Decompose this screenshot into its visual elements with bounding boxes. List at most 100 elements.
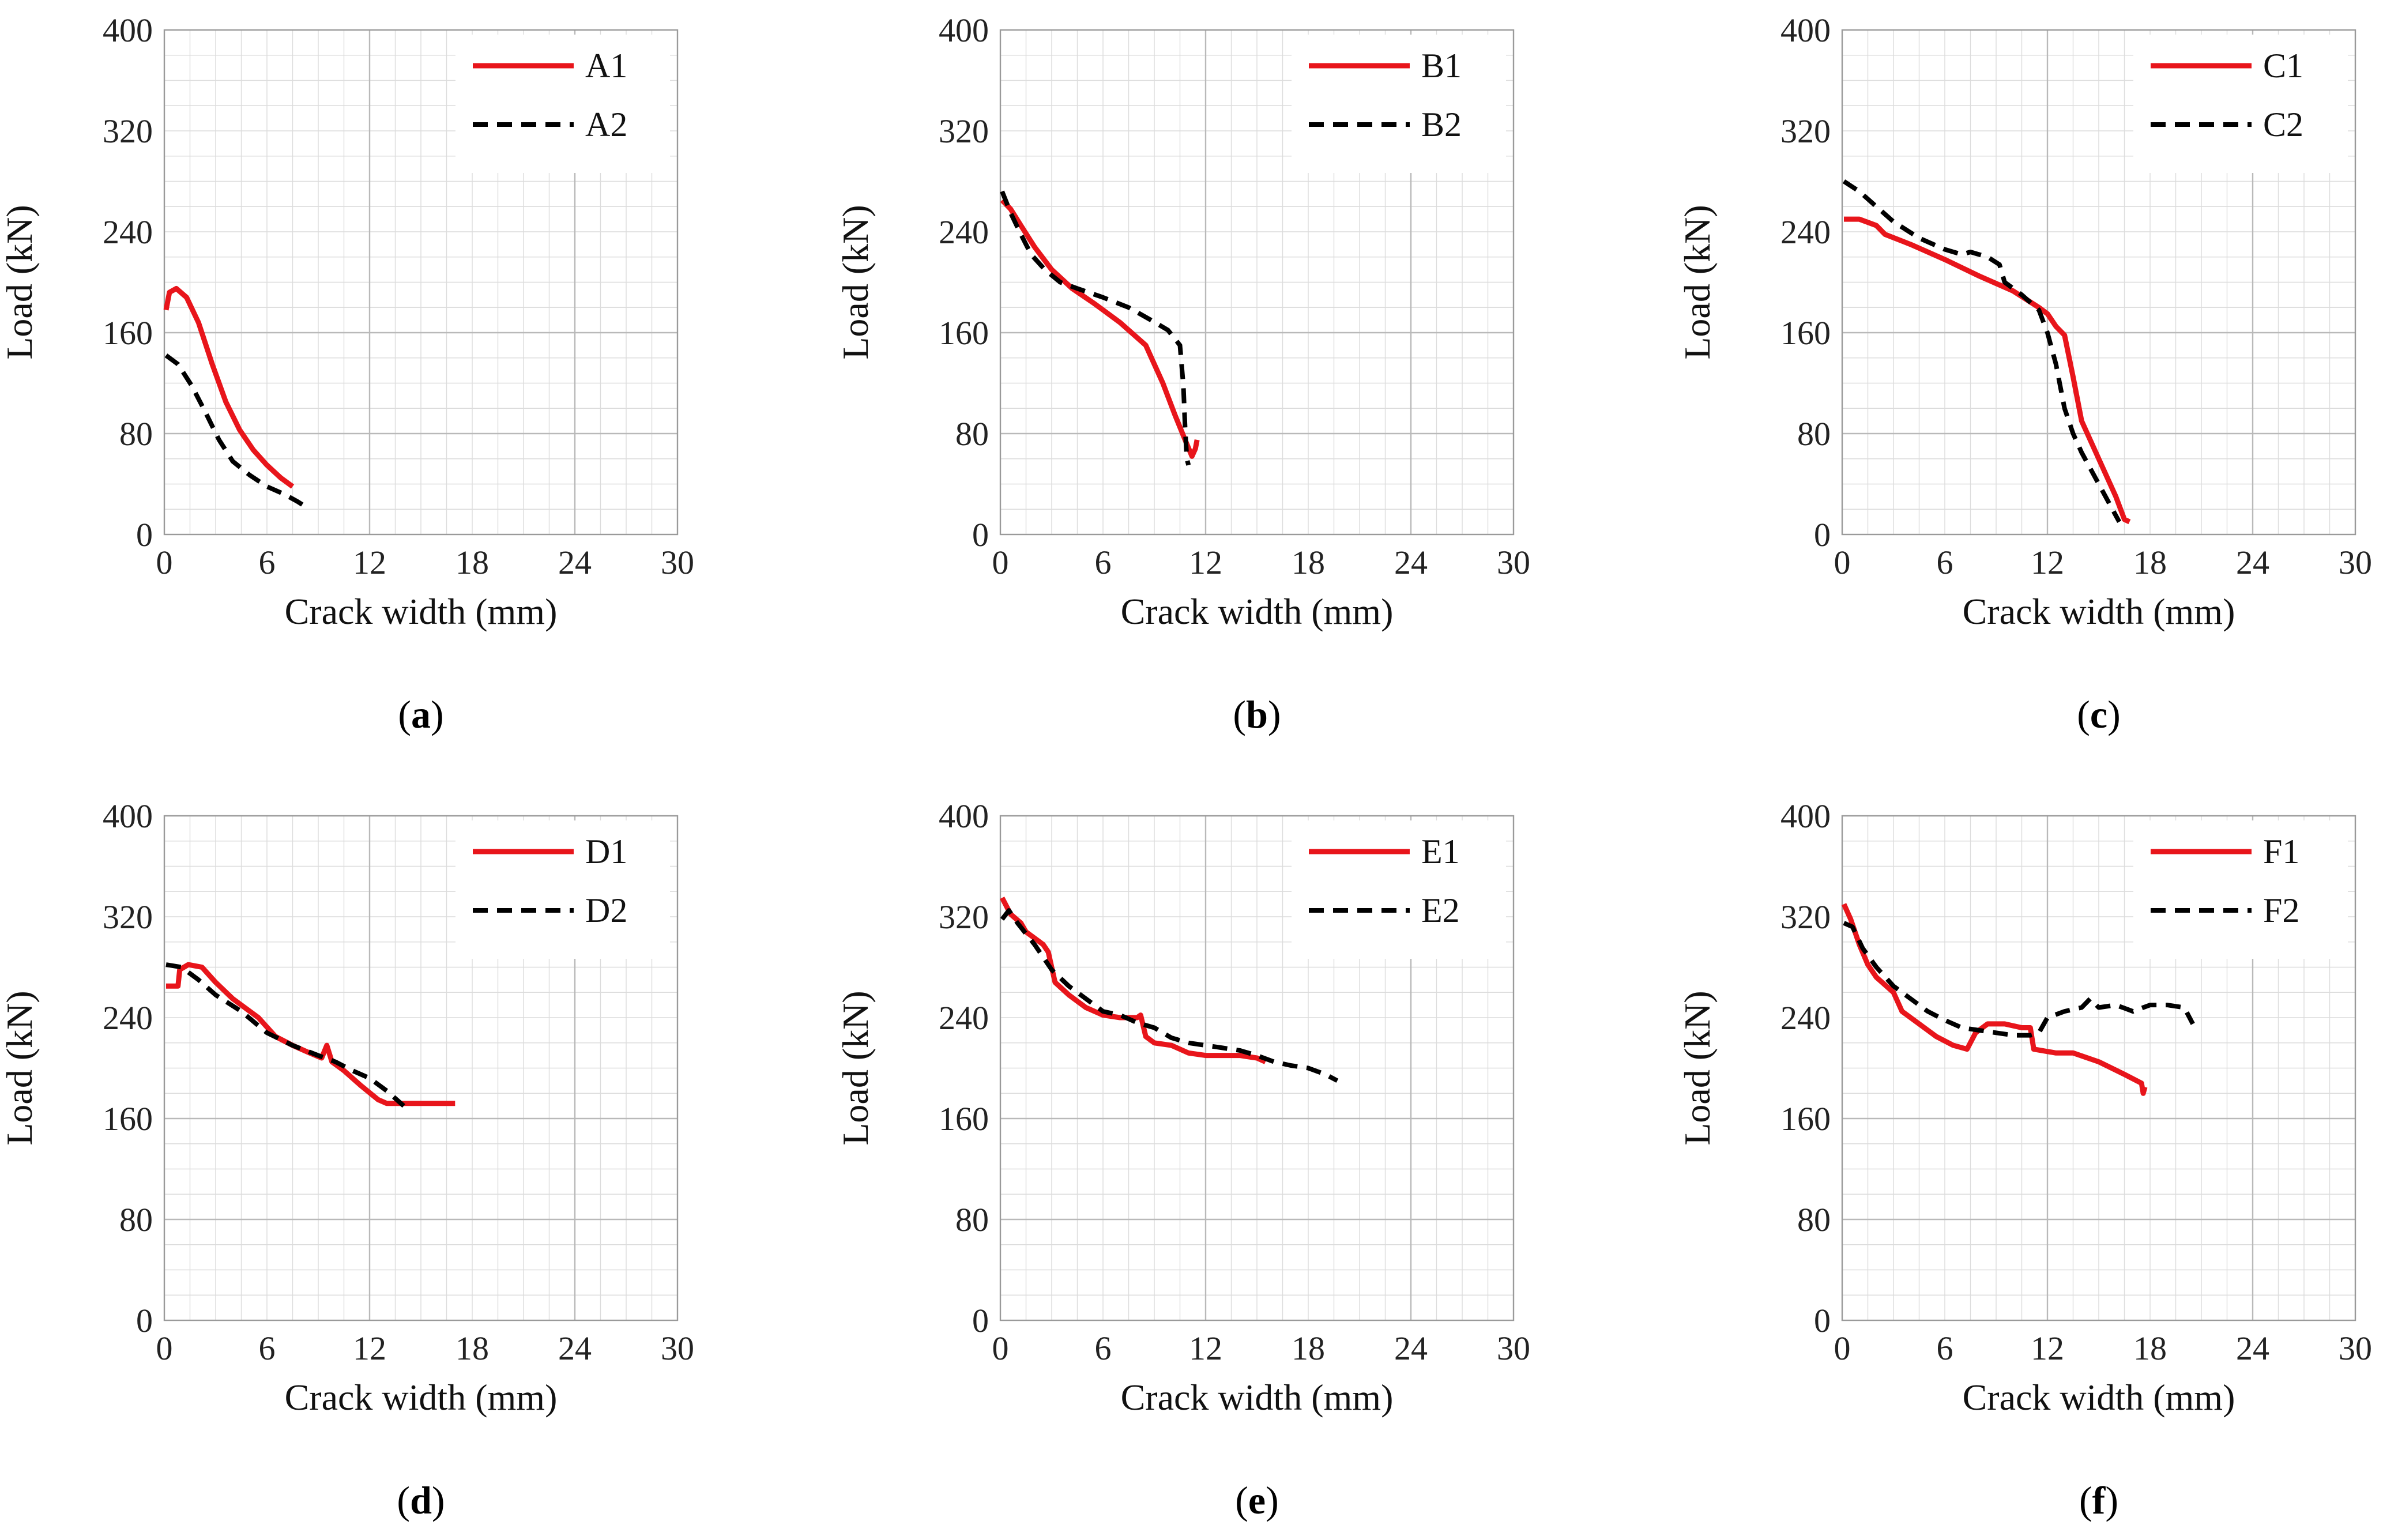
chart-e-tick-labels: 0 6 12 18 24 30 0 80 160 240 320 400 [939,797,1530,1367]
x-tick-label: 0 [156,1330,173,1367]
x-tick-label: 24 [2236,544,2269,581]
chart-d-y-axis-label: Load (kN) [0,991,40,1145]
legend-label-A2: A2 [585,106,627,144]
chart-f-legend: F1 F2 [2133,820,2348,959]
y-tick-label: 320 [1780,112,1831,150]
x-tick-label: 0 [1834,544,1851,581]
chart-e-legend: E1 E2 [1292,820,1506,959]
legend-background [455,820,670,959]
legend-label-E2: E2 [1421,891,1460,929]
y-tick-label: 320 [1780,898,1831,936]
x-tick-label: 24 [2236,1330,2269,1367]
y-tick-label: 80 [1797,415,1831,453]
y-tick-label: 160 [103,314,153,352]
chart-d-tick-labels: 0 6 12 18 24 30 0 80 160 240 320 400 [103,797,694,1367]
legend-label-E1: E1 [1421,833,1460,871]
y-tick-label: 240 [939,213,989,251]
y-tick-label: 80 [119,415,153,453]
legend-label-B1: B1 [1421,47,1462,85]
x-tick-label: 30 [1497,544,1530,581]
chart-d-plot-frame [163,815,679,1321]
chart-e-major-grid [1000,816,1514,1320]
chart-b-tick-labels: 0 6 12 18 24 30 0 80 160 240 320 400 [939,12,1530,581]
legend-background [455,35,670,173]
chart-b-plot-frame [999,29,1515,536]
chart-a-tick-labels: 0 6 12 18 24 30 0 80 160 240 320 400 [103,12,694,581]
x-tick-label: 12 [2031,1330,2064,1367]
legend-background [2133,820,2348,959]
y-tick-label: 240 [1780,999,1831,1037]
y-tick-label: 400 [103,12,153,49]
y-tick-label: 0 [972,516,989,554]
x-tick-label: 0 [992,1330,1009,1367]
x-tick-label: 12 [1189,1330,1222,1367]
chart-c: 0 6 12 18 24 30 0 80 160 240 320 400 Crack width (mm… [1677,12,2372,736]
x-tick-label: 0 [992,544,1009,581]
x-tick-label: 24 [558,1330,592,1367]
legend-label-F1: F1 [2263,833,2299,871]
chart-a-panel-label: (a) [398,692,443,736]
chart-d-x-axis-label: Crack width (mm) [285,1377,558,1418]
x-tick-label: 30 [2339,1330,2372,1367]
x-tick-label: 30 [661,544,694,581]
y-tick-label: 160 [1780,1100,1831,1138]
x-tick-label: 24 [558,544,592,581]
legend-background [1292,35,1506,173]
x-tick-label: 18 [1292,544,1325,581]
chart-b-legend: B1 B2 [1292,35,1506,173]
legend-label-B2: B2 [1421,106,1462,144]
y-tick-label: 240 [939,999,989,1037]
chart-c-legend: C1 C2 [2133,35,2348,173]
chart-e: 0 6 12 18 24 30 0 80 160 240 320 400 Crack width (mm… [835,797,1530,1522]
chart-c-panel-label: (c) [2077,692,2121,736]
y-tick-label: 0 [136,1302,153,1339]
x-tick-label: 18 [455,544,489,581]
chart-f: 0 6 12 18 24 30 0 80 160 240 320 400 Crack width (mm… [1677,797,2372,1522]
y-tick-label: 160 [1780,314,1831,352]
y-tick-label: 160 [103,1100,153,1138]
y-tick-label: 80 [1797,1201,1831,1238]
y-tick-label: 0 [136,516,153,554]
chart-d-panel-label: (d) [397,1478,445,1522]
x-tick-label: 6 [1095,544,1112,581]
x-tick-label: 12 [353,1330,386,1367]
chart-e-panel-label: (e) [1235,1478,1279,1522]
x-tick-label: 12 [1189,544,1222,581]
x-tick-label: 24 [1394,1330,1428,1367]
x-tick-label: 30 [1497,1330,1530,1367]
chart-e-y-axis-label: Load (kN) [835,991,876,1145]
y-tick-label: 240 [103,213,153,251]
x-tick-label: 18 [455,1330,489,1367]
y-tick-label: 0 [972,1302,989,1339]
x-tick-label: 6 [1937,1330,1953,1367]
x-tick-label: 30 [661,1330,694,1367]
x-tick-label: 6 [259,1330,276,1367]
chart-f-panel-label: (f) [2079,1478,2118,1522]
chart-c-tick-labels: 0 6 12 18 24 30 0 80 160 240 320 400 [1780,12,2372,581]
x-tick-label: 0 [1834,1330,1851,1367]
y-tick-label: 80 [955,415,989,453]
chart-b: 0 6 12 18 24 30 0 80 160 240 320 400 Crack width (mm… [835,12,1530,736]
legend-label-D1: D1 [585,833,627,871]
x-tick-label: 6 [1937,544,1953,581]
chart-d-legend: D1 D2 [455,820,670,959]
x-tick-label: 6 [259,544,276,581]
chart-c-x-axis-label: Crack width (mm) [1963,591,2235,632]
series-line-B1 [1000,198,1200,459]
chart-a-y-axis-label: Load (kN) [0,205,40,359]
chart-c-y-axis-label: Load (kN) [1677,205,1718,359]
legend-label-C2: C2 [2263,106,2303,144]
legend-label-F2: F2 [2263,891,2299,929]
x-tick-label: 30 [2339,544,2372,581]
y-tick-label: 320 [103,112,153,150]
y-tick-label: 400 [103,797,153,835]
chart-a: 0 6 12 18 24 30 0 80 160 240 320 400 Crack width (mm… [0,12,694,736]
y-tick-label: 400 [939,12,989,49]
series-line-F2 [1843,921,2195,1038]
legend-label-C1: C1 [2263,47,2303,85]
legend-label-D2: D2 [585,891,627,929]
chart-b-x-axis-label: Crack width (mm) [1121,591,1394,632]
chart-e-plot-frame [999,815,1515,1321]
x-tick-label: 18 [1292,1330,1325,1367]
